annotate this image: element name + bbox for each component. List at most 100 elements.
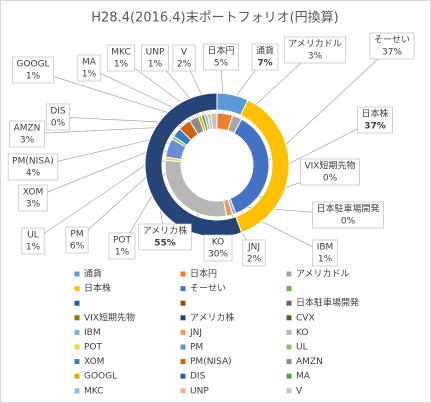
label-name: PM(NISA) <box>12 157 54 167</box>
label-box <box>138 223 192 251</box>
label-value: 5% <box>214 59 229 69</box>
label-box <box>312 201 384 229</box>
legend-label: 通貨 <box>84 268 102 280</box>
legend-swatch <box>286 329 292 335</box>
legend-label: JNJ <box>189 328 202 338</box>
label-box <box>77 54 101 82</box>
label-value: 0% <box>323 174 338 184</box>
label-value: 2% <box>177 60 192 70</box>
label-box <box>203 234 233 262</box>
label-value: 0% <box>51 119 66 129</box>
label-name: MA <box>82 58 97 68</box>
legend-swatch <box>286 388 292 394</box>
label-name: 日本円 <box>207 45 234 57</box>
label-value: 3% <box>26 200 41 210</box>
legend-swatch <box>180 373 186 379</box>
label-name: AMZN <box>14 124 41 134</box>
legend-label: POT <box>84 343 103 353</box>
legend-swatch <box>286 373 292 379</box>
leader-line <box>121 159 174 247</box>
legend-label: アメリカドル <box>296 269 350 280</box>
label-box <box>172 44 196 72</box>
legend-swatch <box>180 329 186 335</box>
legend-swatch <box>286 315 292 321</box>
legend-label: CVX <box>296 313 315 323</box>
label-value: 1% <box>318 255 333 265</box>
legend-swatch <box>286 359 292 365</box>
label-name: IBM <box>317 243 334 253</box>
legend-swatch <box>180 286 186 292</box>
label-box <box>65 226 89 254</box>
legend-swatch <box>74 300 80 306</box>
label-box <box>141 44 169 72</box>
legend-swatch <box>180 388 186 394</box>
legend-swatch <box>286 300 292 306</box>
label-name: DIS <box>50 107 66 117</box>
label-name: そーせい <box>374 35 410 46</box>
label-value: 3% <box>308 52 323 62</box>
label-name: 日本株 <box>361 108 388 120</box>
label-name: POT <box>113 236 132 246</box>
label-value: 1% <box>26 243 41 253</box>
label-name: GOOGL <box>16 60 49 70</box>
label-value: 2% <box>247 255 262 265</box>
legend-swatch <box>180 315 186 321</box>
legend-swatch <box>74 344 80 350</box>
label-box <box>283 36 347 64</box>
label-box <box>12 56 54 84</box>
legend-swatch <box>286 286 292 292</box>
label-name: XOM <box>23 188 43 198</box>
legend-label: IBM <box>84 328 101 338</box>
legend-swatch <box>286 271 292 277</box>
legend-swatch <box>74 388 80 394</box>
label-value: 0% <box>341 217 356 227</box>
legend-swatch <box>180 271 186 277</box>
label-box <box>251 43 279 71</box>
label-name: アメリカドル <box>288 39 342 50</box>
label-value: 1% <box>148 60 163 70</box>
label-box <box>203 43 239 71</box>
label-value: 30% <box>208 250 228 260</box>
label-box <box>108 232 136 260</box>
legend-label: V <box>296 386 303 396</box>
label-box <box>18 184 48 212</box>
label-box <box>7 153 59 181</box>
label-value: 37% <box>364 122 386 132</box>
label-box <box>312 239 338 267</box>
label-name: MKC <box>111 48 130 58</box>
legend-swatch <box>286 344 292 350</box>
legend-label: 日本株 <box>84 282 111 294</box>
legend-label: アメリカ株 <box>190 311 235 323</box>
label-name: V <box>181 48 188 58</box>
legend-label: DIS <box>190 372 206 382</box>
legend-swatch <box>180 359 186 365</box>
label-value: 4% <box>26 169 41 179</box>
label-value: 1% <box>82 70 97 80</box>
legend-label: GOOGL <box>84 372 117 382</box>
label-name: 日本駐車場開発 <box>316 203 379 215</box>
legend-swatch <box>180 344 186 350</box>
label-box <box>9 120 45 148</box>
legend-label: 日本円 <box>190 268 217 280</box>
label-name: UNP <box>146 48 165 58</box>
label-value: 6% <box>70 242 85 252</box>
donut-segment <box>144 92 243 238</box>
legend-label: VIX短期先物 <box>84 311 135 323</box>
label-value: 3% <box>20 136 35 146</box>
label-name: JNJ <box>247 243 260 253</box>
legend-swatch <box>74 373 80 379</box>
legend-label: 日本駐車場開発 <box>296 297 359 309</box>
label-value: 1% <box>114 60 129 70</box>
label-box <box>242 239 266 267</box>
legend-swatch <box>74 329 80 335</box>
label-name: PM <box>70 230 83 240</box>
legend-swatch <box>74 286 80 292</box>
legend-label: AMZN <box>296 357 323 367</box>
label-value: 37% <box>382 48 402 58</box>
label-name: UL <box>27 231 39 241</box>
legend-label: XOM <box>84 357 104 367</box>
legend-label: MA <box>296 372 311 382</box>
label-name: 通貨 <box>256 45 274 57</box>
label-name: アメリカ株 <box>143 225 188 237</box>
